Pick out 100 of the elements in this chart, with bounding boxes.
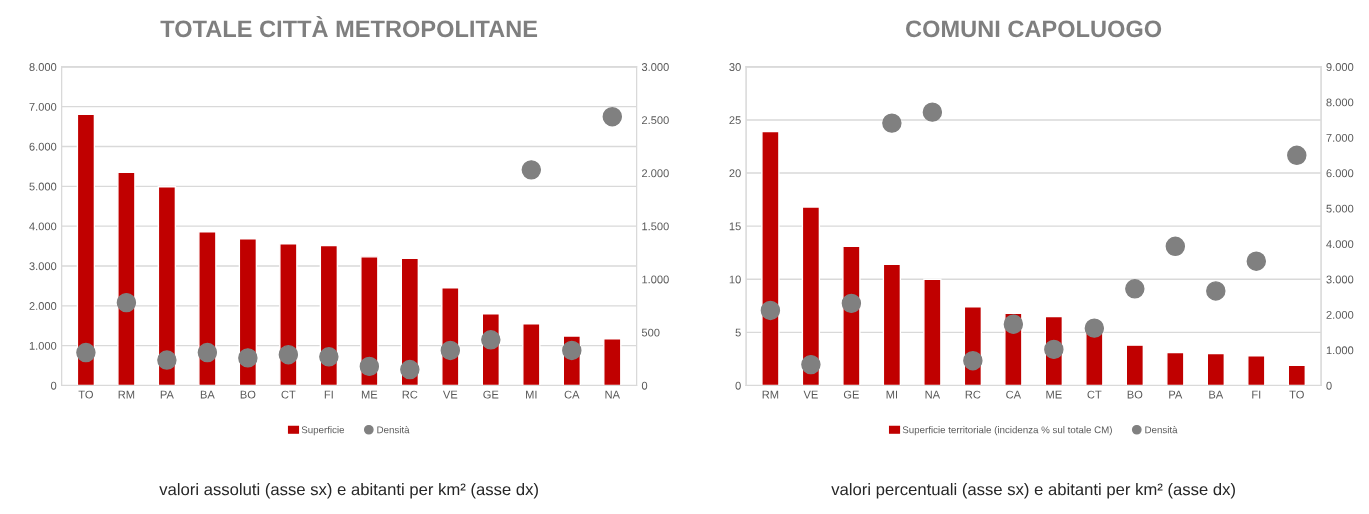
y2-tick-label: 6.000 [1326,169,1354,178]
bar [603,338,622,386]
y2-tick-label: 1.500 [642,222,669,231]
y2-tick-label: 3.000 [641,63,669,71]
y2-tick-label: 0 [641,381,648,390]
x-tick-label: TO [78,390,93,399]
y-tick-label: 8.000 [29,63,57,71]
y2-tick-label: 7.000 [1326,133,1354,142]
point [359,356,380,377]
point [1206,281,1226,301]
y2-tick-label: 2.000 [1326,310,1354,319]
x-tick-label: FI [1252,390,1261,399]
point [1084,318,1105,338]
point [882,113,902,133]
x-tick-label: GE [843,390,859,399]
legend-label: Densità [377,426,410,434]
bar [801,206,821,386]
x-tick-label: ME [1046,390,1062,399]
legend-label: Densità [1145,426,1178,434]
point [521,160,542,180]
y2-tick-label: 8.000 [1326,98,1354,107]
x-tick-label: CA [564,390,580,399]
point [116,292,137,313]
y2-tick-label: 2.500 [642,116,669,125]
bar [1125,344,1145,386]
y2-tick-label: 500 [641,328,660,337]
point [602,107,623,127]
x-tick-label: MI [526,390,537,399]
y-tick-label: 30 [729,63,741,71]
y2-tick-label: 4.000 [1326,240,1354,248]
point [238,348,258,368]
y-tick-label: 7.000 [29,102,57,111]
x-tick-label: NA [605,390,620,399]
x-tick-label: BO [240,390,256,399]
x-tick-label: RM [762,390,779,399]
y-tick-label: 5 [735,328,741,337]
bar [882,263,902,386]
x-tick-label: ME [361,390,378,399]
x-tick-label: CT [281,390,296,399]
x-tick-label: PA [1169,390,1183,399]
x-tick-label: BO [1127,390,1143,399]
point [76,342,96,363]
y2-tick-label: 0 [1326,381,1332,390]
y-tick-label: 5.000 [29,182,57,191]
point [1165,236,1186,257]
x-tick-label: MI [886,390,898,399]
x-tick-label: RC [965,390,981,399]
x-tick-label: VE [803,390,818,399]
point [1044,339,1064,360]
point [801,354,821,375]
x-tick-label: TO [1289,390,1304,399]
bar [1247,355,1266,386]
point [1246,251,1267,271]
point [1125,279,1145,299]
point [1287,145,1307,166]
y-tick-label: 15 [729,222,741,231]
point [963,350,983,371]
x-tick-label: RM [118,390,135,399]
point [922,102,943,122]
x-tick-label: NA [925,390,941,399]
point [197,342,218,363]
y-tick-label: 2.000 [29,302,57,310]
point [1003,314,1024,334]
y-tick-label: 1.000 [29,341,57,350]
y-tick-label: 6.000 [29,142,57,151]
point [319,347,339,367]
bar [1287,364,1306,386]
y-tick-label: 10 [729,275,741,284]
bar [117,171,136,386]
point [440,340,461,361]
bar [1166,351,1185,386]
y2-tick-label: 3.000 [1326,275,1354,284]
point [278,344,299,365]
chart-title: TOTALE CITTÀ METROPOLITANE [160,16,538,38]
point [562,340,582,361]
y2-tick-label: 2.000 [642,169,669,178]
bar [522,323,541,386]
point [481,330,501,350]
bar [1206,352,1226,386]
bar [76,113,96,386]
y-tick-label: 20 [729,169,741,178]
x-tick-label: CT [1087,390,1102,399]
point [760,300,781,321]
y2-tick-label: 1.000 [642,275,669,284]
bar [923,278,942,386]
y2-tick-label: 5.000 [1326,204,1354,213]
point [157,350,177,370]
y2-tick-label: 9.000 [1326,63,1354,71]
legend-label: Superficie territoriale (incidenza % sul totale CM) [902,426,1112,436]
x-tick-label: BA [1209,390,1224,399]
y-tick-label: 3.000 [29,262,57,271]
bar [157,186,177,386]
x-tick-label: VE [442,390,458,399]
legend-label: Superficie [301,426,345,436]
bar [761,130,780,386]
chart-title: COMUNI CAPOLUOGO [906,20,1162,38]
text: valori percentuali (asse sx) e abitanti per km² (asse dx) [831,483,1235,499]
y-tick-label: 0 [735,381,741,390]
bar [1085,330,1104,386]
x-tick-label: PA [160,390,174,399]
